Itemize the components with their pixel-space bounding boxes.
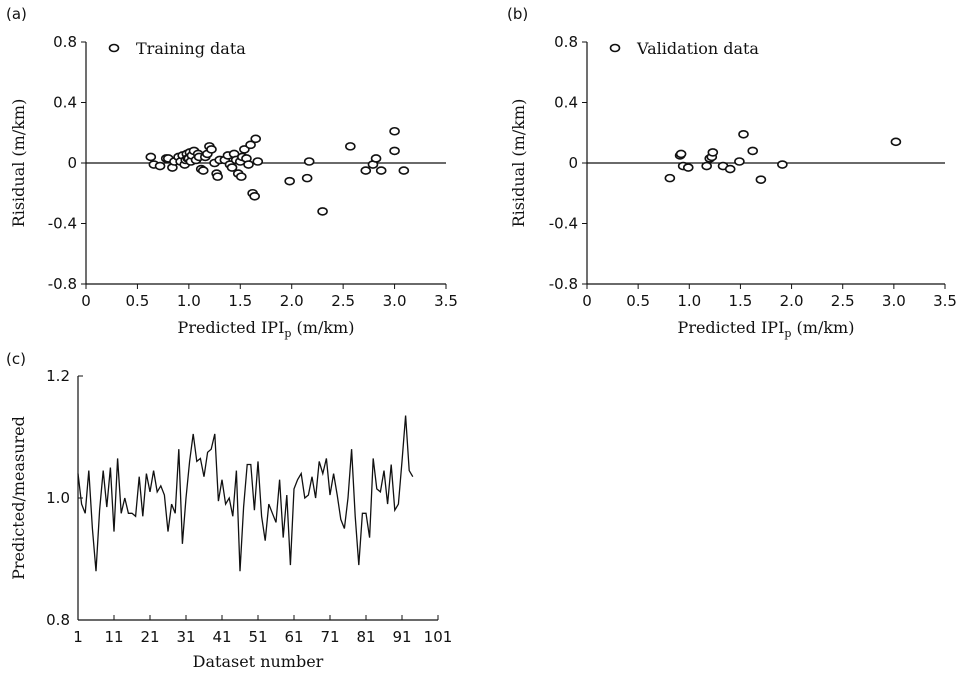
data-point — [252, 157, 264, 166]
x-tick-label: 41 — [212, 628, 231, 646]
data-point — [738, 129, 749, 139]
x-axis-label: Dataset number — [193, 652, 324, 671]
y-tick-label: 0.4 — [554, 94, 578, 112]
y-tick-label: 0.8 — [53, 33, 77, 51]
panel-b-validation-residuals: (b) 0 0.5 1.0 1.5 2.0 2.5 3.0 3.5 -0.8 -0.4 0 0.4 0.… — [507, 5, 957, 340]
x-tick-label: 3.0 — [882, 292, 906, 310]
y-tick-label: -0.8 — [48, 275, 77, 293]
data-point — [345, 142, 356, 151]
x-tick-label: 1.5 — [228, 292, 252, 310]
x-tick-label: 3.0 — [383, 292, 407, 310]
x-tick-label: 101 — [424, 628, 453, 646]
plot-area-b: 0 0.5 1.0 1.5 2.0 2.5 3.0 3.5 -0.8 -0.4 0 0.4 0.8 Pre… — [509, 33, 957, 340]
panel-label-a: (a) — [6, 5, 27, 23]
y-tick-label: 1.0 — [46, 489, 70, 507]
data-point — [664, 173, 676, 183]
data-point — [145, 152, 157, 162]
data-point — [724, 164, 736, 174]
x-tick-label: 0 — [81, 292, 91, 310]
data-point — [890, 137, 902, 147]
y-tick-label: 0 — [568, 154, 578, 172]
x-tick-label: 0.5 — [125, 292, 149, 310]
plot-area-a: 0 0.5 1.0 1.5 2.0 2.5 3.0 3.5 -0.8 -0.4 0 0.4 0.8 Pre… — [9, 33, 458, 340]
data-point — [398, 166, 410, 175]
data-point — [370, 154, 382, 163]
data-point — [755, 175, 767, 184]
x-tick-label: 21 — [140, 628, 159, 646]
x-tick-label: 61 — [284, 628, 303, 646]
data-point — [303, 157, 315, 166]
data-point — [236, 172, 247, 181]
data-point — [249, 191, 260, 201]
x-axis-label: Predicted IPIp (m/km) — [178, 318, 355, 340]
x-tick-label: 1.5 — [728, 292, 752, 310]
data-point — [301, 173, 313, 183]
legend-label: Validation data — [636, 39, 759, 58]
x-tick-label: 1.0 — [677, 292, 701, 310]
data-point — [212, 172, 223, 181]
panel-a-training-residuals: (a) 0 0.5 1.0 1.5 2.0 2.5 3.0 3.5 -0.8 -0.4 0 0.4 0.… — [6, 5, 458, 340]
data-point — [389, 146, 400, 156]
x-tick-label: 2.0 — [280, 292, 304, 310]
data-point — [226, 163, 238, 172]
x-axis-label: Predicted IPIp (m/km) — [678, 318, 855, 340]
y-tick-label: 1.2 — [46, 367, 70, 385]
x-tick-label: 1 — [73, 628, 83, 646]
panel-c-predicted-measured: (c) 1 11 21 31 41 51 61 71 81 91 1010.81.01.2Datas… — [6, 350, 452, 671]
x-tick-label: 81 — [356, 628, 375, 646]
data-point — [389, 126, 400, 136]
x-tick-label: 0 — [582, 292, 592, 310]
y-tick-label: 0.8 — [46, 611, 70, 629]
legend-marker — [609, 43, 621, 53]
x-tick-label: 1.0 — [177, 292, 201, 310]
x-tick-label: 3.5 — [434, 292, 458, 310]
y-axis-label: Risidual (m/km) — [509, 99, 528, 228]
x-tick-label: 91 — [392, 628, 411, 646]
data-point — [360, 166, 372, 175]
y-tick-label: -0.4 — [549, 215, 578, 233]
data-point — [317, 207, 328, 216]
data-point — [206, 145, 217, 154]
y-tick-label: -0.4 — [48, 215, 77, 233]
data-point — [675, 149, 687, 159]
data-point — [777, 160, 788, 169]
data-point — [197, 166, 209, 175]
panel-label-b: (b) — [507, 5, 528, 23]
legend-marker — [108, 43, 120, 53]
data-point — [250, 134, 262, 144]
x-tick-label: 2.0 — [780, 292, 804, 310]
x-tick-label: 51 — [248, 628, 267, 646]
data-point — [701, 161, 712, 171]
y-tick-label: 0.4 — [53, 94, 77, 112]
x-tick-label: 2.5 — [831, 292, 855, 310]
panel-label-c: (c) — [6, 350, 26, 368]
x-tick-label: 0.5 — [626, 292, 650, 310]
y-tick-label: -0.8 — [549, 275, 578, 293]
y-axis-label: Risidual (m/km) — [9, 99, 28, 228]
x-tick-label: 3.5 — [933, 292, 957, 310]
y-axis-label: Predicted/measured — [9, 416, 28, 580]
data-point — [747, 146, 759, 156]
data-point — [284, 176, 295, 186]
x-tick-label: 2.5 — [331, 292, 355, 310]
legend-label: Training data — [136, 39, 246, 58]
data-point — [707, 148, 719, 157]
data-point — [734, 157, 745, 166]
data-point — [245, 140, 256, 150]
y-tick-label: 0.8 — [554, 33, 578, 51]
data-point — [682, 163, 694, 172]
data-point — [243, 160, 254, 169]
x-tick-label: 71 — [320, 628, 339, 646]
x-tick-label: 11 — [104, 628, 123, 646]
y-tick-label: 0 — [67, 154, 77, 172]
x-tick-label: 31 — [176, 628, 195, 646]
data-point — [375, 166, 387, 175]
ratio-series-line — [77, 415, 414, 572]
data-point — [154, 161, 166, 171]
